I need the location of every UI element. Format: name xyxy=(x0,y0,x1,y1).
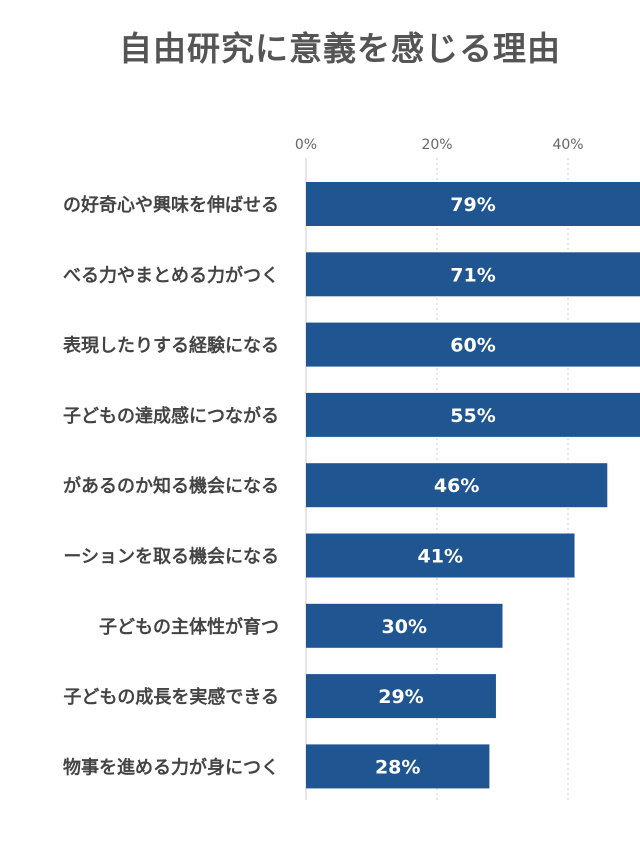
value-label: 55% xyxy=(450,405,495,427)
bar xyxy=(306,533,575,578)
value-label: 30% xyxy=(382,616,427,638)
value-label: 60% xyxy=(450,335,495,357)
bar xyxy=(306,674,496,719)
bar xyxy=(306,182,640,226)
category-label: ーションを取る機会になる xyxy=(63,546,279,568)
category-labels: の好奇心や興味を伸ばせるべる力やまとめる力がつく表現したりする経験になる子どもの… xyxy=(63,194,279,778)
category-label: があるのか知る機会になる xyxy=(63,475,279,497)
x-tick-label: 40% xyxy=(552,137,583,153)
category-label: 子どもの成長を実感できる xyxy=(63,686,279,708)
x-tick-label: 0% xyxy=(295,137,317,153)
category-label: 子どもの達成感につながる xyxy=(63,405,279,427)
value-label: 41% xyxy=(418,546,463,568)
category-label: べる力やまとめる力がつく xyxy=(63,264,279,286)
value-label: 46% xyxy=(434,475,479,497)
value-label: 29% xyxy=(378,686,423,708)
category-label: 表現したりする経験になる xyxy=(63,335,279,357)
bar xyxy=(306,252,640,297)
bar xyxy=(306,322,640,367)
category-label: 物事を進める力が身につく xyxy=(63,756,279,778)
bars xyxy=(306,182,640,789)
chart-title: 自由研究に意義を感じる理由 xyxy=(119,29,561,68)
value-label: 71% xyxy=(450,264,495,286)
x-tick-label: 20% xyxy=(421,137,452,153)
category-label: 子どもの主体性が育つ xyxy=(99,616,279,638)
x-axis-ticks: 0% 20% 40% xyxy=(295,137,584,153)
category-label: の好奇心や興味を伸ばせる xyxy=(63,194,279,216)
bar xyxy=(306,392,640,437)
value-label: 79% xyxy=(450,194,495,216)
bar xyxy=(306,463,608,508)
value-labels: 79% 71% 60% 55% 46% 41% 30% 29% 28% xyxy=(375,194,496,778)
value-label: 28% xyxy=(375,756,420,778)
bar xyxy=(306,744,490,789)
bar xyxy=(306,603,503,648)
